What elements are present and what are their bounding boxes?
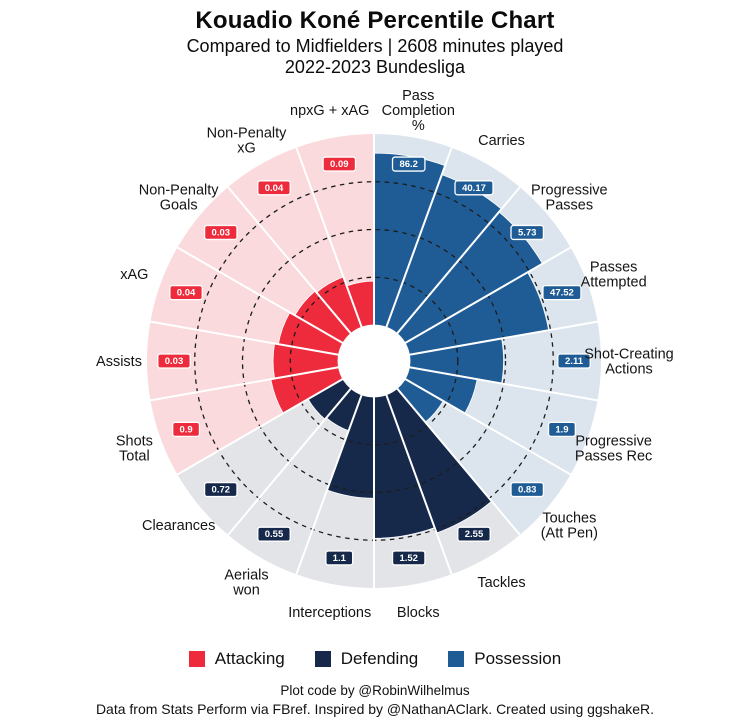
slice-divider-7 xyxy=(396,387,521,536)
chart-legend: Attacking Defending Possession xyxy=(0,649,750,669)
value-badge-text-xag: 0.04 xyxy=(177,288,196,299)
value-badge-shots-total xyxy=(172,421,201,438)
value-badge-text-assists: 0.03 xyxy=(165,356,184,367)
slice-label-clearances: Clearances xyxy=(142,518,215,534)
value-badge-aerials-won xyxy=(257,526,291,542)
slice-bg-assists xyxy=(147,321,339,401)
value-badge-text-non-penalty-goals: 0.03 xyxy=(212,227,231,238)
value-badge-text-progressive-passes-rec: 1.9 xyxy=(555,424,568,435)
center-hole xyxy=(338,325,410,397)
slice-label-progressive-passes: Progressive Passes xyxy=(531,183,608,214)
slice-label-blocks: Blocks xyxy=(397,605,440,621)
legend-label-attacking: Attacking xyxy=(214,649,285,668)
value-badge-non-penalty-goals xyxy=(203,224,238,241)
value-badge-text-pass-completion: 86.2 xyxy=(399,159,418,170)
footer-plot-credit: Plot code by @RobinWilhelmus xyxy=(280,683,470,698)
slice-bg-npxg-xag xyxy=(296,134,374,328)
value-badge-carries xyxy=(454,180,494,196)
page-title: Kouadio Koné Percentile Chart xyxy=(195,7,555,34)
subtitle-season: 2022-2023 Bundesliga xyxy=(284,57,466,77)
slice-divider-3 xyxy=(404,246,572,344)
value-badge-assists xyxy=(157,353,191,369)
grid-ring-50 xyxy=(241,228,507,494)
slice-label-aerials-won: Aerials won xyxy=(224,567,268,598)
legend-item-possession: Possession xyxy=(448,649,561,669)
value-badge-text-interceptions: 1.1 xyxy=(333,553,347,564)
value-badge-shot-creating-actions xyxy=(557,353,591,369)
value-badge-text-tackles: 2.55 xyxy=(465,529,484,540)
legend-item-defending: Defending xyxy=(314,649,419,669)
legend-label-defending: Defending xyxy=(340,649,419,668)
slice-label-progressive-passes-rec: Progressive Passes Rec xyxy=(575,434,652,465)
slice-label-passes-attempted: Passes Attempted xyxy=(581,259,647,290)
slice-label-non-penalty-goals: Non-Penalty Goals xyxy=(139,183,220,214)
value-badge-text-npxg-xag: 0.09 xyxy=(330,159,349,170)
slice-divider-12 xyxy=(176,378,344,476)
value-badge-text-non-penalty-xg: 0.04 xyxy=(265,183,284,194)
legend-label-possession: Possession xyxy=(474,649,562,668)
subtitle-comparison: Compared to Midfielders | 2608 minutes p… xyxy=(186,36,564,56)
slice-divider-11 xyxy=(227,387,352,536)
value-badge-text-touches-att-pen: 0.83 xyxy=(518,485,537,496)
value-badge-passes-attempted xyxy=(542,284,582,301)
value-badge-text-shot-creating-actions: 2.11 xyxy=(565,356,584,367)
slice-divider-13 xyxy=(150,366,339,402)
value-badge-non-penalty-xg xyxy=(257,180,291,196)
slice-divider-6 xyxy=(404,378,572,476)
legend-item-attacking: Attacking xyxy=(188,649,285,669)
value-badge-blocks xyxy=(391,550,426,566)
value-badge-text-passes-attempted: 47.52 xyxy=(550,288,574,299)
slice-label-carries: Carries xyxy=(478,133,525,149)
value-badge-pass-completion xyxy=(391,156,426,172)
footer-data-credit: Data from Stats Perform via FBref. Inspi… xyxy=(95,701,655,717)
value-badge-interceptions xyxy=(325,550,354,566)
slice-divider-14 xyxy=(150,320,339,356)
value-badge-text-shots-total: 0.9 xyxy=(179,424,192,435)
slice-divider-17 xyxy=(295,147,363,328)
slice-label-interceptions: Interceptions xyxy=(288,605,371,621)
slice-label-touches-att-pen: Touches (Att Pen) xyxy=(541,510,598,541)
value-badge-text-progressive-passes: 5.73 xyxy=(518,227,537,238)
value-badge-progressive-passes xyxy=(510,224,545,241)
value-badge-text-clearances: 0.72 xyxy=(212,485,231,496)
value-badge-npxg-xag xyxy=(322,156,357,172)
value-badge-touches-att-pen xyxy=(510,481,545,498)
slice-label-shot-creating-actions: Shot-Creating Actions xyxy=(584,347,673,378)
slice-divider-15 xyxy=(176,246,344,344)
slice-label-shots-total: Shots Total xyxy=(116,434,153,465)
value-badge-text-blocks: 1.52 xyxy=(399,553,418,564)
grid-ring-25 xyxy=(289,276,459,446)
legend-swatch-possession xyxy=(448,651,465,667)
value-badge-progressive-passes-rec xyxy=(547,421,576,438)
slice-divider-2 xyxy=(396,186,521,335)
legend-swatch-defending xyxy=(314,651,331,667)
slice-label-npxg-xag: npxG + xAG xyxy=(290,103,369,119)
slice-label-non-penalty-xg: Non-Penalty xG xyxy=(207,126,288,157)
value-badge-xag xyxy=(169,284,203,301)
slice-divider-10 xyxy=(295,394,363,575)
slice-label-assists: Assists xyxy=(96,354,142,370)
value-badge-text-aerials-won: 0.55 xyxy=(265,529,284,540)
value-badge-tackles xyxy=(457,526,491,542)
slice-divider-16 xyxy=(227,186,352,335)
value-badge-text-carries: 40.17 xyxy=(462,183,486,194)
slice-divider-8 xyxy=(385,394,453,575)
slice-divider-1 xyxy=(385,147,453,328)
slice-label-pass-completion: Pass Completion% xyxy=(382,88,455,134)
slice-divider-4 xyxy=(409,320,598,356)
slice-label-xag: xAG xyxy=(120,267,148,283)
legend-swatch-attacking xyxy=(188,651,205,667)
slice-label-tackles: Tackles xyxy=(477,575,525,591)
value-badge-clearances xyxy=(203,481,238,498)
slice-divider-5 xyxy=(409,366,598,402)
